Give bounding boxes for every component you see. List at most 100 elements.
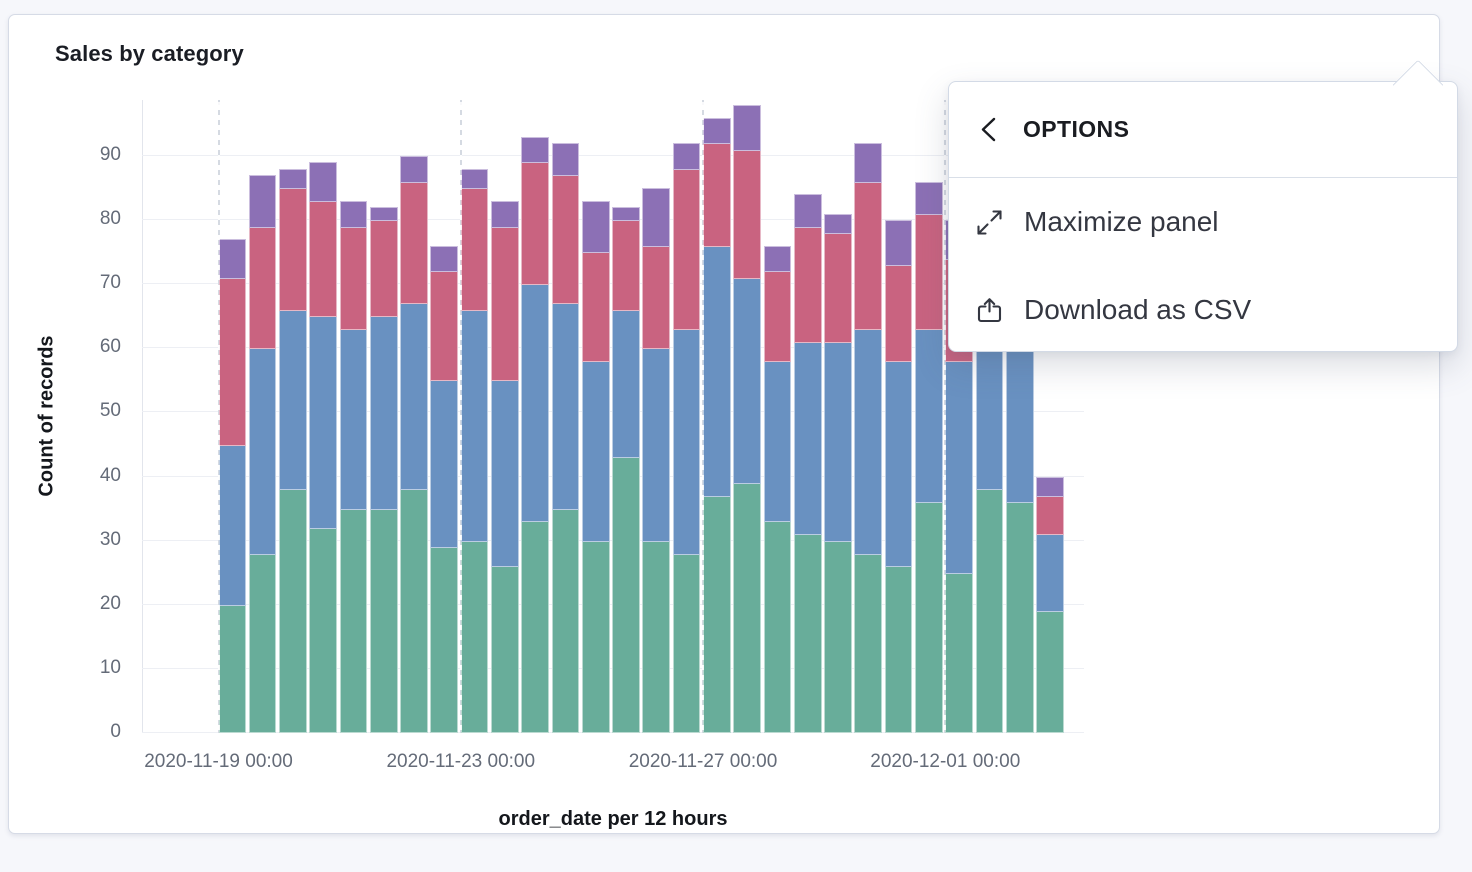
bar-segment[interactable] xyxy=(1036,476,1064,497)
bar-segment[interactable] xyxy=(763,361,792,523)
bar-segment[interactable] xyxy=(884,220,913,266)
bar-segment[interactable] xyxy=(369,508,398,733)
bar-segment[interactable] xyxy=(581,200,610,254)
bar-segment[interactable] xyxy=(581,252,610,363)
bar-segment[interactable] xyxy=(309,316,338,529)
bar-segment[interactable] xyxy=(612,457,640,733)
bar-segment[interactable] xyxy=(642,188,671,247)
bar-segment[interactable] xyxy=(1036,495,1064,536)
bar-segment[interactable] xyxy=(248,553,277,733)
bar-segment[interactable] xyxy=(854,329,883,555)
bar-segment[interactable] xyxy=(460,168,489,190)
bar-segment[interactable] xyxy=(460,188,489,311)
bar-segment[interactable] xyxy=(400,303,428,491)
bar-segment[interactable] xyxy=(551,143,580,177)
bar-segment[interactable] xyxy=(915,502,943,733)
bar-segment[interactable] xyxy=(218,604,247,733)
bar-segment[interactable] xyxy=(733,277,761,484)
bar-segment[interactable] xyxy=(430,245,459,273)
bar-segment[interactable] xyxy=(551,303,580,510)
bar-segment[interactable] xyxy=(884,361,913,568)
bar-segment[interactable] xyxy=(369,220,398,318)
bar-segment[interactable] xyxy=(218,239,247,279)
bar-segment[interactable] xyxy=(248,226,277,350)
bar-segment[interactable] xyxy=(824,213,852,234)
bar-segment[interactable] xyxy=(279,489,307,733)
bar-segment[interactable] xyxy=(975,329,1004,491)
bar-segment[interactable] xyxy=(400,181,428,305)
bar-segment[interactable] xyxy=(703,245,731,497)
bar-segment[interactable] xyxy=(733,149,761,279)
bar-segment[interactable] xyxy=(581,361,610,542)
bar-segment[interactable] xyxy=(1005,329,1034,504)
bar-segment[interactable] xyxy=(309,200,338,318)
bar-segment[interactable] xyxy=(945,572,973,733)
bar-segment[interactable] xyxy=(1036,534,1064,613)
bar-segment[interactable] xyxy=(551,508,580,733)
bar-segment[interactable] xyxy=(309,527,338,733)
bar-segment[interactable] xyxy=(581,540,610,733)
bar-segment[interactable] xyxy=(248,175,277,228)
maximize-panel-menu-item[interactable]: Maximize panel xyxy=(949,178,1457,266)
bar-segment[interactable] xyxy=(824,232,852,343)
bar-segment[interactable] xyxy=(430,271,459,382)
bar-segment[interactable] xyxy=(854,143,883,183)
bar-segment[interactable] xyxy=(339,226,368,331)
bar-segment[interactable] xyxy=(672,168,701,331)
bar-segment[interactable] xyxy=(612,309,640,459)
bar-segment[interactable] xyxy=(884,265,913,363)
bar-segment[interactable] xyxy=(218,277,247,446)
bar-segment[interactable] xyxy=(763,521,792,733)
bar-segment[interactable] xyxy=(400,156,428,183)
bar-segment[interactable] xyxy=(521,136,550,164)
bar-segment[interactable] xyxy=(279,168,307,190)
bar-segment[interactable] xyxy=(612,220,640,311)
bar-segment[interactable] xyxy=(218,444,247,606)
bar-segment[interactable] xyxy=(1005,502,1034,733)
bar-segment[interactable] xyxy=(642,348,671,542)
bar-segment[interactable] xyxy=(430,380,459,549)
bar-segment[interactable] xyxy=(733,104,761,151)
bar-segment[interactable] xyxy=(703,117,731,145)
bar-segment[interactable] xyxy=(279,188,307,311)
bar-segment[interactable] xyxy=(672,553,701,733)
bar-segment[interactable] xyxy=(339,329,368,510)
bar-segment[interactable] xyxy=(793,341,822,536)
bar-segment[interactable] xyxy=(551,175,580,305)
bar-segment[interactable] xyxy=(521,521,550,733)
bar-segment[interactable] xyxy=(703,495,731,733)
bar-segment[interactable] xyxy=(612,207,640,222)
bar-segment[interactable] xyxy=(975,489,1004,733)
bar-segment[interactable] xyxy=(763,271,792,363)
bar-segment[interactable] xyxy=(521,284,550,523)
bar-segment[interactable] xyxy=(339,200,368,228)
bar-segment[interactable] xyxy=(672,143,701,170)
bar-segment[interactable] xyxy=(642,245,671,350)
bar-segment[interactable] xyxy=(248,348,277,555)
bar-segment[interactable] xyxy=(793,534,822,733)
bar-segment[interactable] xyxy=(703,143,731,247)
bar-segment[interactable] xyxy=(491,566,519,733)
bar-segment[interactable] xyxy=(339,508,368,733)
bar-segment[interactable] xyxy=(521,162,550,286)
bar-segment[interactable] xyxy=(672,329,701,555)
bar-segment[interactable] xyxy=(642,540,671,733)
options-back-button[interactable]: OPTIONS xyxy=(949,82,1457,177)
bar-segment[interactable] xyxy=(400,489,428,733)
bar-segment[interactable] xyxy=(763,245,792,273)
bar-segment[interactable] xyxy=(915,213,943,331)
bar-segment[interactable] xyxy=(491,226,519,382)
bar-segment[interactable] xyxy=(733,482,761,733)
bar-segment[interactable] xyxy=(915,181,943,215)
bar-segment[interactable] xyxy=(854,181,883,331)
download-as-csv-menu-item[interactable]: Download as CSV xyxy=(949,266,1457,354)
bar-segment[interactable] xyxy=(1036,611,1064,733)
bar-segment[interactable] xyxy=(309,162,338,202)
bar-segment[interactable] xyxy=(369,316,398,510)
bar-segment[interactable] xyxy=(945,361,973,574)
bar-segment[interactable] xyxy=(491,380,519,568)
bar-segment[interactable] xyxy=(824,540,852,733)
bar-segment[interactable] xyxy=(824,341,852,542)
bar-segment[interactable] xyxy=(279,309,307,491)
bar-segment[interactable] xyxy=(793,226,822,343)
